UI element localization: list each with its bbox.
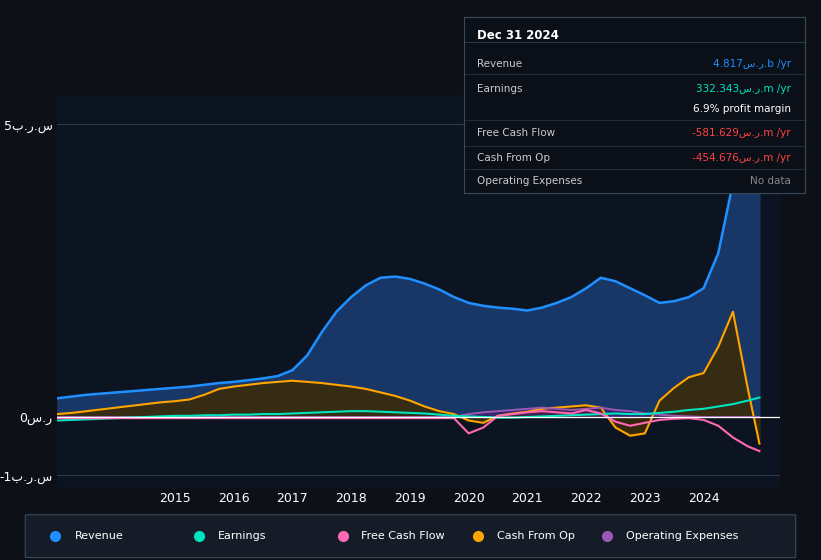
Text: Operating Expenses: Operating Expenses [478,176,583,186]
Text: Revenue: Revenue [75,531,123,541]
Text: -454.676س.ر.m /yr: -454.676س.ر.m /yr [692,153,791,163]
Text: -581.629س.ر.m /yr: -581.629س.ر.m /yr [692,128,791,138]
Text: Operating Expenses: Operating Expenses [626,531,738,541]
Text: Dec 31 2024: Dec 31 2024 [478,29,559,42]
FancyBboxPatch shape [25,515,796,558]
Text: 6.9% profit margin: 6.9% profit margin [693,104,791,114]
Text: 332.343س.ر.m /yr: 332.343س.ر.m /yr [696,84,791,94]
Text: No data: No data [750,176,791,186]
Text: Earnings: Earnings [478,84,523,94]
Text: Cash From Op: Cash From Op [498,531,576,541]
Text: Revenue: Revenue [478,59,523,69]
Text: Cash From Op: Cash From Op [478,153,551,163]
Text: Earnings: Earnings [218,531,266,541]
Text: 4.817س.ر.b /yr: 4.817س.ر.b /yr [713,59,791,69]
Text: Free Cash Flow: Free Cash Flow [478,128,556,138]
Text: Free Cash Flow: Free Cash Flow [361,531,445,541]
